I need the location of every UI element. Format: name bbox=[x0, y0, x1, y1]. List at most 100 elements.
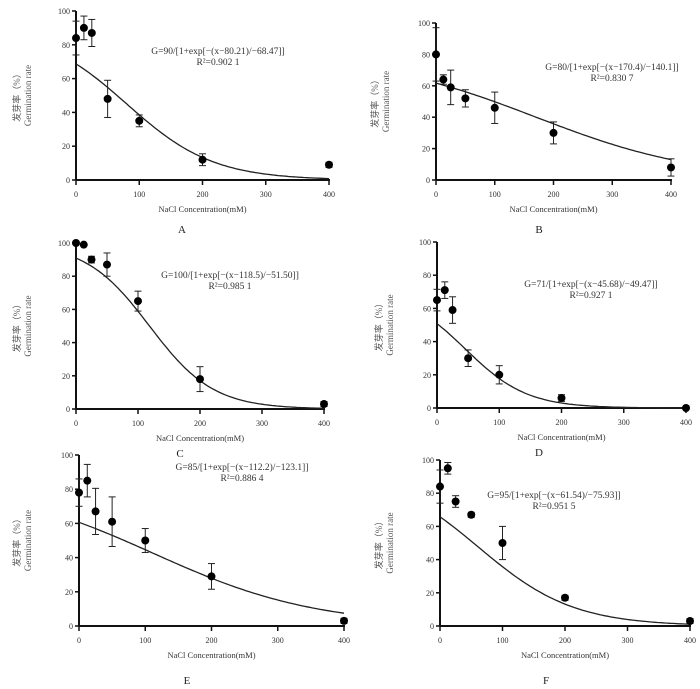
y-tick-label: 40 bbox=[422, 113, 430, 122]
data-point bbox=[446, 83, 455, 92]
x-tick-label: 200 bbox=[194, 419, 206, 428]
panel-letter: C bbox=[176, 448, 183, 460]
y-tick-label: 20 bbox=[422, 145, 430, 154]
y-tick-label: 60 bbox=[422, 82, 430, 91]
x-tick-label: 0 bbox=[435, 418, 439, 427]
y-axis-label: Germination rate bbox=[23, 65, 33, 126]
x-tick-label: 200 bbox=[197, 190, 209, 199]
x-tick-label: 0 bbox=[438, 636, 442, 645]
y-tick-label: 20 bbox=[423, 371, 431, 380]
data-point bbox=[108, 517, 117, 526]
y-tick-label: 0 bbox=[69, 622, 73, 631]
x-tick-label: 100 bbox=[489, 190, 501, 199]
x-tick-label: 200 bbox=[559, 636, 571, 645]
x-axis-label: NaCl Concentration(mM) bbox=[509, 204, 597, 214]
x-tick-label: 300 bbox=[622, 636, 634, 645]
y-tick-label: 40 bbox=[423, 338, 431, 347]
x-tick-label: 0 bbox=[434, 190, 438, 199]
x-tick-label: 100 bbox=[133, 190, 145, 199]
data-point bbox=[325, 160, 333, 169]
x-tick-label: 200 bbox=[556, 418, 568, 427]
data-point bbox=[207, 572, 216, 581]
x-tick-label: 100 bbox=[132, 419, 144, 428]
x-tick-label: 400 bbox=[338, 636, 350, 645]
y-tick-label: 60 bbox=[426, 522, 434, 531]
x-tick-label: 300 bbox=[256, 419, 268, 428]
x-axis-label: NaCl Concentration(mM) bbox=[156, 433, 244, 443]
x-tick-label: 0 bbox=[77, 636, 81, 645]
y-tick-label: 0 bbox=[66, 176, 70, 185]
data-point bbox=[557, 394, 566, 403]
y-tick-label: 60 bbox=[65, 519, 73, 528]
y-axis-label-cn: 发芽率（%） bbox=[373, 517, 384, 570]
fit-curve bbox=[436, 323, 686, 409]
panel-b: 0 20 40 60 80 100 0 100 200 300 400 NaCl Concentrat… bbox=[369, 19, 679, 236]
y-tick-label: 0 bbox=[66, 405, 70, 414]
data-point bbox=[134, 297, 142, 306]
data-point bbox=[91, 507, 100, 516]
y-tick-label: 100 bbox=[418, 19, 430, 28]
y-tick-label: 80 bbox=[62, 41, 70, 50]
y-tick-label: 60 bbox=[62, 305, 70, 314]
data-point bbox=[667, 163, 675, 172]
data-point bbox=[436, 482, 444, 491]
x-tick-label: 300 bbox=[272, 636, 284, 645]
x-tick-label: 300 bbox=[260, 190, 272, 199]
data-point bbox=[433, 296, 441, 305]
x-tick-label: 400 bbox=[318, 419, 330, 428]
panel-letter: A bbox=[178, 224, 186, 236]
fit-equation: G=95/[1+exp[−(x−61.54)/−75.93]] bbox=[487, 490, 620, 501]
x-tick-label: 300 bbox=[606, 190, 618, 199]
r-squared: R²=0.902 1 bbox=[196, 58, 239, 68]
y-axis-label: Germination rate bbox=[385, 512, 395, 573]
y-tick-label: 0 bbox=[426, 176, 430, 185]
data-point bbox=[72, 34, 80, 43]
fit-equation: G=85/[1+exp[−(x−112.2)/−123.1]] bbox=[175, 462, 308, 473]
data-point bbox=[141, 536, 150, 545]
x-tick-label: 0 bbox=[74, 419, 78, 428]
r-squared: R²=0.985 1 bbox=[208, 282, 251, 292]
y-tick-label: 20 bbox=[426, 589, 434, 598]
y-tick-label: 20 bbox=[65, 588, 73, 597]
y-tick-label: 100 bbox=[58, 7, 70, 16]
data-point bbox=[79, 23, 88, 32]
data-point bbox=[451, 497, 460, 506]
fit-curve bbox=[439, 516, 691, 625]
panel-letter: F bbox=[543, 675, 549, 687]
panel-a: 0 20 40 60 80 100 0 100 200 300 400 NaCl Concentrat… bbox=[11, 7, 335, 236]
panel-letter: E bbox=[184, 675, 191, 687]
x-tick-label: 0 bbox=[74, 190, 78, 199]
x-tick-label: 200 bbox=[206, 636, 218, 645]
fit-curve bbox=[435, 82, 672, 161]
r-squared: R²=0.951 5 bbox=[532, 502, 575, 512]
x-tick-label: 400 bbox=[665, 190, 677, 199]
data-point bbox=[561, 593, 569, 602]
fit-equation: G=100/[1+exp[−(x−118.5)/−51.50]] bbox=[161, 270, 299, 281]
x-tick-label: 100 bbox=[493, 418, 505, 427]
y-tick-label: 20 bbox=[62, 372, 70, 381]
panel-e: 0 20 40 60 80 100 0 100 200 300 400 NaCl Concentrat… bbox=[11, 451, 350, 687]
data-point bbox=[72, 239, 80, 247]
data-point bbox=[87, 28, 96, 37]
y-axis-label-cn: 发芽率（%） bbox=[11, 69, 22, 122]
y-tick-label: 60 bbox=[423, 304, 431, 313]
y-axis-label: Germination rate bbox=[23, 295, 33, 356]
data-point bbox=[340, 616, 348, 625]
y-tick-label: 0 bbox=[427, 404, 431, 413]
y-tick-label: 100 bbox=[58, 239, 70, 248]
y-tick-label: 40 bbox=[426, 556, 434, 565]
data-point bbox=[439, 75, 448, 84]
x-tick-label: 100 bbox=[497, 636, 509, 645]
data-point bbox=[87, 255, 96, 264]
y-axis-label-cn: 发芽率（%） bbox=[11, 514, 22, 567]
panel-c: 0 20 40 60 80 100 0 100 200 300 400 NaCl Concentrat… bbox=[11, 239, 330, 460]
panel-f: 0 20 40 60 80 100 0 100 200 300 400 NaCl Concentrat… bbox=[373, 456, 696, 687]
x-tick-label: 400 bbox=[684, 636, 696, 645]
y-axis-label: Germination rate bbox=[385, 294, 395, 355]
data-point bbox=[198, 155, 207, 164]
panel-letter: B bbox=[535, 224, 542, 236]
y-tick-label: 80 bbox=[423, 271, 431, 280]
r-squared: R²=0.830 7 bbox=[590, 74, 633, 84]
y-tick-label: 40 bbox=[62, 108, 70, 117]
